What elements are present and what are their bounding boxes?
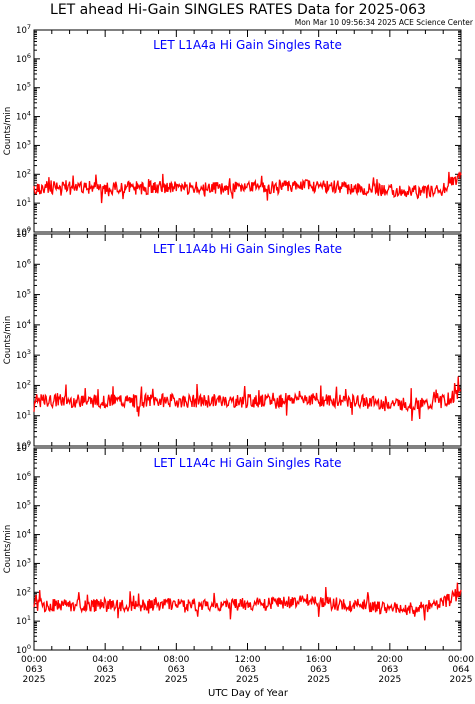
x-tick-label: 2025 [23,675,46,685]
y-tick-label: 104 [16,528,31,541]
panel-title: LET L1A4a Hi Gain Singles Rate [153,38,342,52]
y-tick-label: 105 [16,499,31,512]
x-tick-label: 04:00 [92,655,118,665]
y-tick-label: 103 [16,138,31,151]
y-tick-label: 105 [16,81,31,94]
panel-title: LET L1A4c Hi Gain Singles Rate [153,456,341,470]
series-line [33,582,462,621]
y-tick-label: 104 [16,318,31,331]
chart-panel-2: 100 101 102 103 104 105 106 107 Counts/min LET L1… [3,227,462,452]
y-tick-label: 101 [16,196,31,209]
y-tick-label: 101 [16,614,31,627]
panel-title: LET L1A4b Hi Gain Singles Rate [153,242,342,256]
y-tick-label: 100 [16,439,31,452]
y-tick-label: 106 [16,470,31,483]
y-tick-label: 106 [16,257,31,270]
generation-timestamp: Mon Mar 10 09:56:34 2025 ACE Science Cen… [295,18,474,27]
chart-panel-3: 100 101 102 103 104 105 106 107 Counts/min LET L1… [3,441,462,656]
chart-panel-1: 100 101 102 103 104 105 106 107 Counts/min LET L1… [3,23,462,238]
x-tick-label: 2025 [307,675,330,685]
x-tick-label: 16:00 [306,655,332,665]
y-tick-label: 107 [16,23,31,36]
x-axis-label: UTC Day of Year [208,688,289,699]
y-tick-label: 105 [16,288,31,301]
y-tick-label: 100 [16,643,31,656]
y-tick-label: 102 [16,378,31,391]
y-tick-label: 101 [16,409,31,422]
x-axis: 00:00063202504:00063202508:00063202512:0… [21,655,474,685]
x-tick-label: 12:00 [235,655,261,665]
figure-title: LET ahead Hi-Gain SINGLES RATES Data for… [50,2,426,18]
x-tick-label: 20:00 [377,655,403,665]
y-axis-label: Counts/min [3,525,13,574]
panels-group: 100 101 102 103 104 105 106 107 Counts/min LET L1… [3,23,462,656]
y-tick-label: 100 [16,225,31,238]
x-tick-label: 00:00 [21,655,47,665]
y-tick-label: 106 [16,52,31,65]
panel-frame [33,447,462,651]
x-tick-label: 063 [168,665,185,675]
x-tick-label: 08:00 [163,655,189,665]
y-tick-label: 102 [16,167,31,180]
x-tick-label: 063 [25,665,42,675]
x-tick-label: 064 [452,665,469,675]
x-tick-label: 063 [239,665,256,675]
x-tick-label: 2025 [236,675,259,685]
y-axis-label: Counts/min [3,107,13,156]
y-tick-label: 107 [16,227,31,240]
x-tick-label: 2025 [94,675,117,685]
y-tick-label: 103 [16,556,31,569]
x-tick-label: 2025 [450,675,473,685]
panel-frame [33,29,462,233]
series-line [33,376,462,421]
panel-frame [33,233,462,447]
x-tick-label: 00:00 [448,655,474,665]
y-tick-label: 104 [16,110,31,123]
y-axis-label: Counts/min [3,316,13,365]
x-tick-label: 063 [97,665,114,675]
x-tick-label: 063 [310,665,327,675]
x-tick-label: 063 [381,665,398,675]
y-tick-label: 103 [16,348,31,361]
series-line [33,171,462,204]
y-tick-label: 107 [16,441,31,454]
y-tick-label: 102 [16,585,31,598]
x-tick-label: 2025 [378,675,401,685]
x-tick-label: 2025 [165,675,188,685]
